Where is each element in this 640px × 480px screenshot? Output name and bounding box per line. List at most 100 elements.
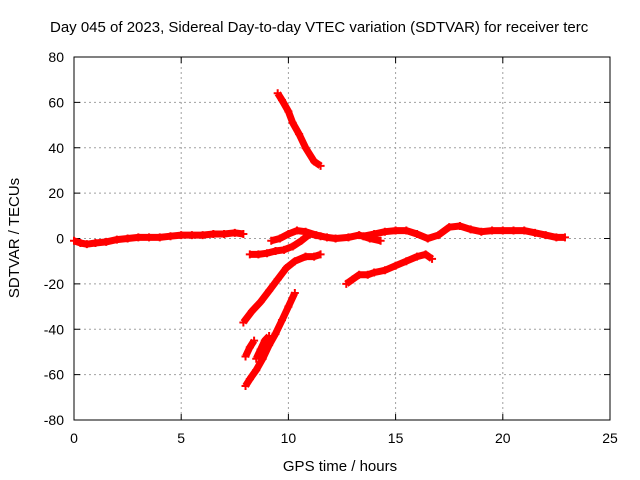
data-point	[220, 229, 229, 238]
data-point	[421, 250, 430, 259]
data-point	[112, 235, 121, 244]
data-point	[91, 239, 100, 248]
data-point	[245, 250, 254, 259]
data-point	[423, 234, 432, 243]
y-tick-label: 20	[48, 185, 64, 201]
series-arc-7	[241, 288, 299, 390]
data-point	[370, 268, 379, 277]
data-point	[509, 226, 518, 235]
gridlines	[74, 57, 610, 420]
data-point	[331, 234, 340, 243]
data-point	[245, 375, 254, 384]
data-point	[301, 252, 310, 261]
data-point	[445, 223, 454, 232]
y-tick-label: -20	[44, 276, 64, 292]
series-arc-5	[245, 229, 325, 259]
data-point	[239, 229, 248, 238]
data-point	[187, 231, 196, 240]
data-point	[76, 239, 85, 248]
data-point	[413, 252, 422, 261]
data-point	[391, 261, 400, 270]
data-point	[380, 227, 389, 236]
data-point	[230, 228, 239, 237]
data-point	[380, 266, 389, 275]
y-tick-label: -80	[44, 412, 64, 428]
chart-title: Day 045 of 2023, Sidereal Day-to-day VTE…	[50, 19, 589, 36]
data-point	[344, 233, 353, 242]
data-point	[402, 257, 411, 266]
data-point	[355, 231, 364, 240]
data-point	[254, 250, 263, 259]
data-point	[316, 161, 325, 170]
data-point	[560, 233, 569, 242]
data-point	[434, 231, 443, 240]
data-point	[290, 288, 299, 297]
data-point	[348, 275, 357, 284]
data-point	[413, 229, 422, 238]
data-point	[541, 231, 550, 240]
data-point	[123, 234, 132, 243]
data-point	[310, 252, 319, 261]
data-point	[310, 157, 319, 166]
data-point	[280, 245, 289, 254]
data-point	[290, 257, 299, 266]
data-point	[530, 228, 539, 237]
data-point	[262, 249, 271, 258]
axis-ticks: 0 5 10 15 20 25 -80 -60 -40 -20 0 20 40 60 80	[44, 49, 618, 446]
data-point	[520, 226, 529, 235]
data-point	[265, 332, 274, 341]
series-line	[274, 91, 323, 169]
data-point	[256, 345, 265, 354]
data-point	[342, 279, 351, 288]
data-point	[295, 130, 304, 139]
data-point	[177, 231, 186, 240]
data-point	[284, 302, 293, 311]
data-point	[241, 381, 250, 390]
data-point	[376, 236, 385, 245]
data-point	[256, 298, 265, 307]
y-tick-label: -40	[44, 321, 64, 337]
data-point	[292, 226, 301, 235]
x-tick-label: 25	[602, 430, 618, 446]
data-point	[370, 229, 379, 238]
data-point	[402, 226, 411, 235]
series-arc-10	[342, 250, 437, 288]
series-line	[344, 250, 435, 287]
data-point	[552, 233, 561, 242]
data-point	[316, 250, 325, 259]
data-point	[265, 286, 274, 295]
data-point	[488, 226, 497, 235]
data-point	[297, 236, 306, 245]
data-point	[273, 89, 282, 98]
data-point	[455, 222, 464, 231]
data-point	[288, 118, 297, 127]
data-point	[70, 236, 78, 245]
y-tick-label: 40	[48, 140, 64, 156]
data-point	[498, 226, 507, 235]
data-point	[260, 336, 269, 345]
data-point	[355, 270, 364, 279]
data-point	[209, 229, 218, 238]
data-point	[102, 237, 111, 246]
data-point	[247, 307, 256, 316]
series-arc-8	[241, 336, 259, 361]
data-point	[359, 232, 368, 241]
x-axis-label: GPS time / hours	[283, 458, 397, 475]
x-tick-label: 10	[281, 430, 297, 446]
series-arc-6	[239, 250, 325, 327]
data-point	[271, 246, 280, 255]
y-tick-label: 0	[56, 231, 64, 247]
data-point	[301, 143, 310, 152]
data-point	[267, 236, 276, 245]
data-point	[198, 231, 207, 240]
data-point	[82, 240, 91, 249]
series-arc-9	[252, 332, 274, 363]
data-point	[277, 96, 286, 105]
series-arc-1	[70, 228, 248, 249]
data-point	[277, 316, 286, 325]
data-point	[316, 232, 325, 241]
data-point	[275, 234, 284, 243]
data-point	[282, 263, 291, 272]
data-point	[288, 242, 297, 251]
